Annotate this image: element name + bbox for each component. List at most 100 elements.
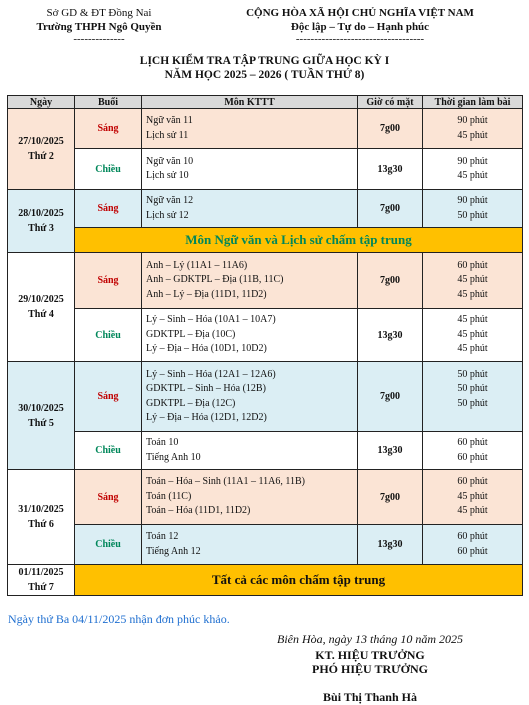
table-row: 01/11/2025 Thứ 7 Tất cả các môn chấm tập… xyxy=(7,564,523,596)
subject-list: Ngữ văn 12 Lịch sử 12 xyxy=(141,189,358,228)
department-name: Sở GD & ĐT Đồng Nai xyxy=(46,7,152,19)
subject-list: Ngữ văn 10 Lịch sử 10 xyxy=(141,148,358,190)
duration-list: 50 phút 50 phút 50 phút xyxy=(422,361,523,432)
subject: GDKTPL – Địa (10C) xyxy=(146,328,236,340)
duration: 50 phút xyxy=(457,383,488,394)
table-header-row: Ngày Buổi Môn KTTT Giờ có mặt Thời gian … xyxy=(7,95,523,109)
grading-banner: Tất cả các môn chấm tập trung xyxy=(74,564,523,596)
duration-list: 90 phút 45 phút xyxy=(422,148,523,190)
duration: 45 phút xyxy=(457,490,488,502)
day-weekday: Thứ 2 xyxy=(28,151,54,162)
subject: GDKTPL – Địa (12C) xyxy=(146,397,236,409)
col-header-date: Ngày xyxy=(7,95,75,109)
day-cell: 31/10/2025 Thứ 6 xyxy=(7,469,75,565)
arrival-time: 7g00 xyxy=(357,469,423,525)
duration: 45 phút xyxy=(457,328,488,340)
arrival-time: 7g00 xyxy=(357,252,423,309)
subject-list: Toán 12 Tiếng Anh 12 xyxy=(141,524,358,565)
arrival-time: 13g30 xyxy=(357,431,423,470)
duration: 90 phút xyxy=(457,155,488,167)
subject: Lịch sử 11 xyxy=(146,129,189,141)
day-date: 01/11/2025 xyxy=(18,567,64,578)
day-weekday: Thứ 4 xyxy=(28,309,54,320)
duration: 45 phút xyxy=(457,274,488,286)
day-cell: 28/10/2025 Thứ 3 xyxy=(7,189,75,253)
duration: 45 phút xyxy=(457,129,488,141)
subject: Tiếng Anh 10 xyxy=(146,451,201,463)
left-divider: -------------- xyxy=(73,33,125,45)
day-cell: 01/11/2025 Thứ 7 xyxy=(7,564,75,596)
session-label: Chiều xyxy=(74,431,142,470)
signer-title-1: KT. HIỆU TRƯỞNG xyxy=(315,648,425,662)
subject-list: Toán – Hóa – Sinh (11A1 – 11A6, 11B) Toá… xyxy=(141,469,358,525)
session-label: Sáng xyxy=(74,189,142,228)
arrival-time: 7g00 xyxy=(357,361,423,432)
duration-list: 90 phút 45 phút xyxy=(422,108,523,149)
subject: Toán (11C) xyxy=(146,490,192,502)
duration-list: 60 phút 60 phút xyxy=(422,431,523,470)
title-line-1: LỊCH KIỂM TRA TẬP TRUNG GIỮA HỌC KỲ I xyxy=(139,55,390,67)
duration: 50 phút xyxy=(457,397,488,409)
day-cell: 30/10/2025 Thứ 5 xyxy=(7,361,75,470)
day-weekday: Thứ 5 xyxy=(28,417,54,429)
subject: Anh – GDKTPL – Địa (11B, 11C) xyxy=(146,274,284,286)
day-date: 27/10/2025 xyxy=(18,136,64,147)
duration: 90 phút xyxy=(457,195,488,206)
duration: 50 phút xyxy=(457,368,488,380)
table-row: Chiều Toán 10 Tiếng Anh 10 13g30 60 phút… xyxy=(7,431,523,470)
duration: 60 phút xyxy=(457,476,488,488)
subject: Lý – Địa – Hóa (10D1, 10D2) xyxy=(146,343,267,355)
session-label: Sáng xyxy=(74,252,142,309)
subject: Ngữ văn 10 xyxy=(146,155,194,167)
duration-list: 60 phút 60 phút xyxy=(422,524,523,565)
table-row: Chiều Ngữ văn 10 Lịch sử 10 13g30 90 phú… xyxy=(7,148,523,190)
table-row: 30/10/2025 Thứ 5 Sáng Lý – Sinh – Hóa (1… xyxy=(7,361,523,470)
duration: 45 phút xyxy=(457,288,488,300)
col-header-session: Buổi xyxy=(74,95,142,109)
day-cell: 27/10/2025 Thứ 2 xyxy=(7,108,75,190)
subject: Ngữ văn 11 xyxy=(146,115,193,126)
session-label: Sáng xyxy=(74,108,142,149)
table-row: 27/10/2025 Thứ 2 Sáng Ngữ văn 11 Lịch sử… xyxy=(7,108,523,190)
day-date: 31/10/2025 xyxy=(18,504,64,515)
duration: 45 phút xyxy=(457,170,488,181)
duration-list: 90 phút 50 phút xyxy=(422,189,523,228)
exam-schedule-table: Ngày Buổi Môn KTTT Giờ có mặt Thời gian … xyxy=(7,95,523,596)
duration-list: 45 phút 45 phút 45 phút xyxy=(422,308,523,362)
title-line-2: NĂM HỌC 2025 – 2026 ( TUẦN THỨ 8) xyxy=(164,69,365,81)
table-row: Môn Ngữ văn và Lịch sử chấm tập trung xyxy=(8,227,523,253)
col-header-arrival: Giờ có mặt xyxy=(357,95,423,109)
subject: Lý – Sinh – Hóa (12A1 – 12A6) xyxy=(146,368,276,380)
duration: 45 phút xyxy=(457,505,488,517)
day-weekday: Thứ 7 xyxy=(28,582,54,593)
subject-list: Lý – Sinh – Hóa (10A1 – 10A7) GDKTPL – Đ… xyxy=(141,308,358,362)
duration: 50 phút xyxy=(457,209,488,221)
subject: Lịch sử 10 xyxy=(146,170,189,181)
document-header: Sở GD & ĐT Đồng Nai Trường THPH Ngô Quyề… xyxy=(0,6,529,52)
subject: Toán 10 xyxy=(146,437,179,448)
arrival-time: 13g30 xyxy=(357,308,423,362)
duration: 60 phút xyxy=(457,259,488,271)
subject: Lý – Địa – Hóa (12D1, 12D2) xyxy=(146,412,267,423)
grading-banner: Môn Ngữ văn và Lịch sử chấm tập trung xyxy=(74,227,523,253)
subject: Lịch sử 12 xyxy=(146,209,189,221)
session-label: Sáng xyxy=(74,469,142,525)
session-label: Chiều xyxy=(74,148,142,190)
subject-list: Anh – Lý (11A1 – 11A6) Anh – GDKTPL – Đị… xyxy=(141,252,358,309)
arrival-time: 7g00 xyxy=(357,108,423,149)
subject: Toán – Hóa (11D1, 11D2) xyxy=(146,505,251,517)
school-name: Trường THPH Ngô Quyền xyxy=(36,21,162,33)
document-title: LỊCH KIỂM TRA TẬP TRUNG GIỮA HỌC KỲ I NĂ… xyxy=(0,54,529,82)
subject: Lý – Sinh – Hóa (10A1 – 10A7) xyxy=(146,314,276,326)
day-date: 28/10/2025 xyxy=(18,208,64,219)
signer-name: Bùi Thị Thanh Hà xyxy=(323,690,417,704)
day-weekday: Thứ 6 xyxy=(28,519,54,530)
duration: 90 phút xyxy=(457,115,488,126)
duration: 45 phút xyxy=(457,343,488,355)
day-weekday: Thứ 3 xyxy=(28,223,54,234)
place-date: Biên Hòa, ngày 13 tháng 10 năm 2025 xyxy=(277,632,463,646)
table-row: Chiều Lý – Sinh – Hóa (10A1 – 10A7) GDKT… xyxy=(7,308,523,362)
table-row: 31/10/2025 Thứ 6 Sáng Toán – Hóa – Sinh … xyxy=(7,469,523,565)
subject: GDKTPL – Sinh – Hóa (12B) xyxy=(146,383,266,394)
duration: 60 phút xyxy=(457,451,488,463)
